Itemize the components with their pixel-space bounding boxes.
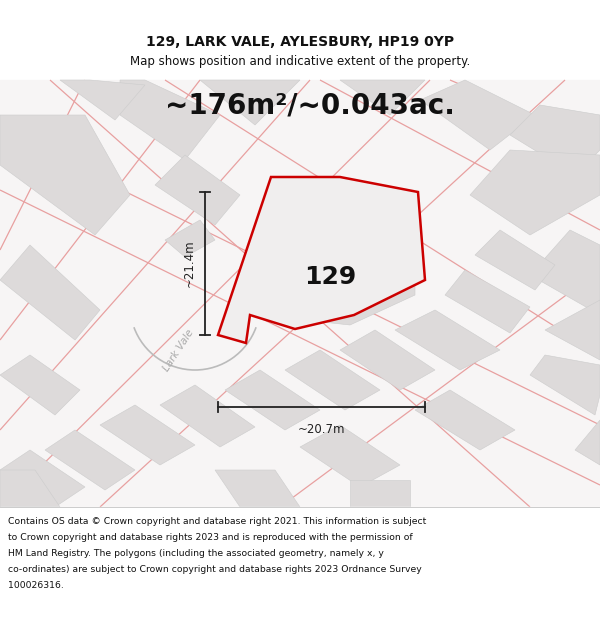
Polygon shape: [100, 405, 195, 465]
Polygon shape: [420, 80, 535, 150]
Polygon shape: [415, 390, 515, 450]
Text: 129, LARK VALE, AYLESBURY, HP19 0YP: 129, LARK VALE, AYLESBURY, HP19 0YP: [146, 35, 454, 49]
Polygon shape: [60, 80, 145, 120]
Polygon shape: [0, 470, 60, 507]
Text: 100026316.: 100026316.: [8, 581, 64, 590]
Text: Map shows position and indicative extent of the property.: Map shows position and indicative extent…: [130, 55, 470, 68]
Text: to Crown copyright and database rights 2023 and is reproduced with the permissio: to Crown copyright and database rights 2…: [8, 533, 413, 542]
Text: Lark Vale: Lark Vale: [161, 328, 195, 372]
Polygon shape: [45, 430, 135, 490]
Polygon shape: [340, 80, 425, 115]
Bar: [0, 0, 600, 80]
Polygon shape: [0, 355, 80, 415]
Polygon shape: [445, 270, 530, 333]
Polygon shape: [200, 80, 300, 125]
Polygon shape: [510, 105, 600, 175]
Polygon shape: [395, 310, 500, 370]
Text: 129: 129: [304, 265, 356, 289]
Polygon shape: [215, 470, 300, 507]
Polygon shape: [160, 385, 255, 447]
Text: ~176m²/~0.043ac.: ~176m²/~0.043ac.: [165, 91, 455, 119]
Polygon shape: [218, 177, 425, 343]
Text: Contains OS data © Crown copyright and database right 2021. This information is : Contains OS data © Crown copyright and d…: [8, 517, 426, 526]
Text: ~20.7m: ~20.7m: [298, 423, 345, 436]
Polygon shape: [0, 245, 100, 340]
Polygon shape: [155, 155, 240, 225]
Polygon shape: [165, 220, 215, 257]
Text: co-ordinates) are subject to Crown copyright and database rights 2023 Ordnance S: co-ordinates) are subject to Crown copyr…: [8, 565, 422, 574]
Polygon shape: [120, 80, 220, 160]
Polygon shape: [530, 355, 600, 415]
Polygon shape: [340, 330, 435, 390]
Polygon shape: [530, 230, 600, 315]
Polygon shape: [545, 300, 600, 360]
Polygon shape: [258, 185, 415, 325]
Text: ~21.4m: ~21.4m: [182, 239, 196, 288]
Polygon shape: [0, 115, 130, 235]
Polygon shape: [300, 425, 400, 487]
Polygon shape: [575, 420, 600, 465]
Bar: [0, 507, 600, 625]
Bar: [0, 80, 600, 507]
Polygon shape: [0, 450, 85, 507]
Polygon shape: [350, 480, 410, 507]
Polygon shape: [225, 370, 320, 430]
Polygon shape: [470, 150, 600, 235]
Polygon shape: [475, 230, 555, 290]
Polygon shape: [285, 350, 380, 410]
Text: HM Land Registry. The polygons (including the associated geometry, namely x, y: HM Land Registry. The polygons (includin…: [8, 549, 384, 558]
